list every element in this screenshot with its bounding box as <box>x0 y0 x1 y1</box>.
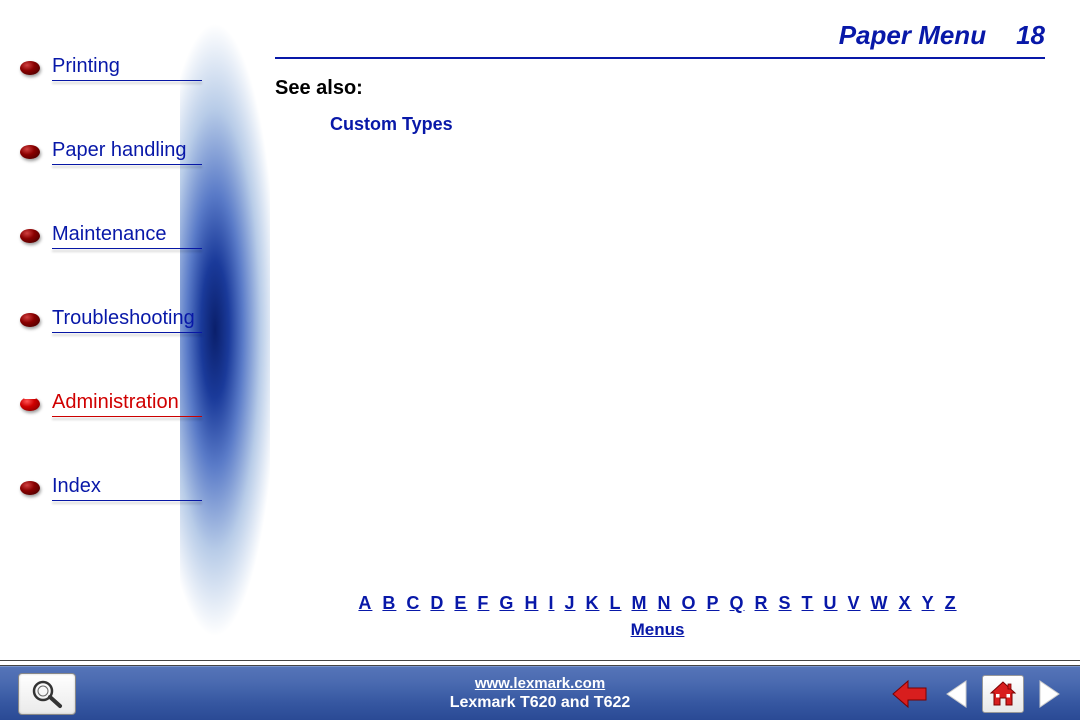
magnifier-icon <box>29 679 65 709</box>
footer-bar: www.lexmark.com Lexmark T620 and T622 <box>0 666 1080 720</box>
sidebar: Printing Paper handling Maintenance Trouble… <box>0 0 250 660</box>
alpha-letter-g[interactable]: G <box>499 593 514 613</box>
alpha-letter-n[interactable]: N <box>657 593 671 613</box>
alpha-letter-d[interactable]: D <box>430 593 444 613</box>
footer: www.lexmark.com Lexmark T620 and T622 <box>0 660 1080 720</box>
sidebar-item-label: Index <box>52 475 202 501</box>
prev-button[interactable] <box>944 679 968 709</box>
alpha-letter-t[interactable]: T <box>802 593 814 613</box>
alpha-letter-a[interactable]: A <box>358 593 372 613</box>
sidebar-item-paper-handling[interactable]: Paper handling <box>20 139 250 165</box>
back-arrow-icon <box>890 677 930 711</box>
alpha-letter-p[interactable]: P <box>706 593 719 613</box>
home-icon <box>988 680 1018 708</box>
alpha-letter-o[interactable]: O <box>681 593 696 613</box>
bullet-icon <box>20 397 40 411</box>
alpha-letter-j[interactable]: J <box>564 593 575 613</box>
back-button[interactable] <box>890 677 930 711</box>
bullet-icon <box>20 481 40 495</box>
page-title: Paper Menu <box>839 20 986 51</box>
sidebar-item-administration[interactable]: Administration <box>20 391 250 417</box>
sidebar-item-index[interactable]: Index <box>20 475 250 501</box>
bullet-icon <box>20 229 40 243</box>
prev-triangle-icon <box>944 679 968 709</box>
footer-center: www.lexmark.com Lexmark T620 and T622 <box>450 675 631 712</box>
next-triangle-icon <box>1038 679 1062 709</box>
see-also-heading: See also: <box>275 77 1045 100</box>
sidebar-item-label: Printing <box>52 55 202 81</box>
alpha-letter-b[interactable]: B <box>382 593 396 613</box>
next-button[interactable] <box>1038 679 1062 709</box>
sidebar-item-label: Paper handling <box>52 139 202 165</box>
sidebar-item-maintenance[interactable]: Maintenance <box>20 223 250 249</box>
alpha-letter-l[interactable]: L <box>609 593 621 613</box>
alpha-letter-h[interactable]: H <box>524 593 538 613</box>
bullet-icon <box>20 61 40 75</box>
main-content: Paper Menu 18 See also: Custom Types ABC… <box>250 0 1080 660</box>
search-button[interactable] <box>18 673 76 715</box>
sidebar-item-label: Troubleshooting <box>52 307 202 333</box>
menus-link[interactable]: Menus <box>270 620 1045 640</box>
see-also-link-custom-types[interactable]: Custom Types <box>330 114 1045 135</box>
alpha-letter-c[interactable]: C <box>406 593 420 613</box>
alpha-letter-e[interactable]: E <box>454 593 467 613</box>
alpha-letter-r[interactable]: R <box>755 593 769 613</box>
sidebar-item-label: Maintenance <box>52 223 202 249</box>
alpha-letter-q[interactable]: Q <box>730 593 745 613</box>
footer-controls <box>890 675 1062 713</box>
alpha-letter-y[interactable]: Y <box>922 593 935 613</box>
alpha-letter-z[interactable]: Z <box>945 593 957 613</box>
sidebar-item-printing[interactable]: Printing <box>20 55 250 81</box>
alpha-letter-x[interactable]: X <box>899 593 912 613</box>
alpha-index: ABCDEFGHIJKLMNOPQRSTUVWXYZ Menus <box>270 593 1045 640</box>
sidebar-item-label: Administration <box>52 391 202 417</box>
alpha-letter-s[interactable]: S <box>779 593 792 613</box>
home-button[interactable] <box>982 675 1024 713</box>
page-number: 18 <box>1016 20 1045 51</box>
footer-url[interactable]: www.lexmark.com <box>450 675 631 692</box>
page-header: Paper Menu 18 <box>275 20 1045 59</box>
alpha-letter-k[interactable]: K <box>585 593 599 613</box>
footer-model: Lexmark T620 and T622 <box>450 694 631 712</box>
alpha-letter-w[interactable]: W <box>871 593 889 613</box>
sidebar-item-troubleshooting[interactable]: Troubleshooting <box>20 307 250 333</box>
bullet-icon <box>20 313 40 327</box>
alpha-row: ABCDEFGHIJKLMNOPQRSTUVWXYZ <box>270 593 1045 614</box>
alpha-letter-m[interactable]: M <box>631 593 647 613</box>
bullet-icon <box>20 145 40 159</box>
alpha-letter-v[interactable]: V <box>848 593 861 613</box>
alpha-letter-u[interactable]: U <box>824 593 838 613</box>
alpha-letter-i[interactable]: I <box>548 593 554 613</box>
alpha-letter-f[interactable]: F <box>477 593 489 613</box>
